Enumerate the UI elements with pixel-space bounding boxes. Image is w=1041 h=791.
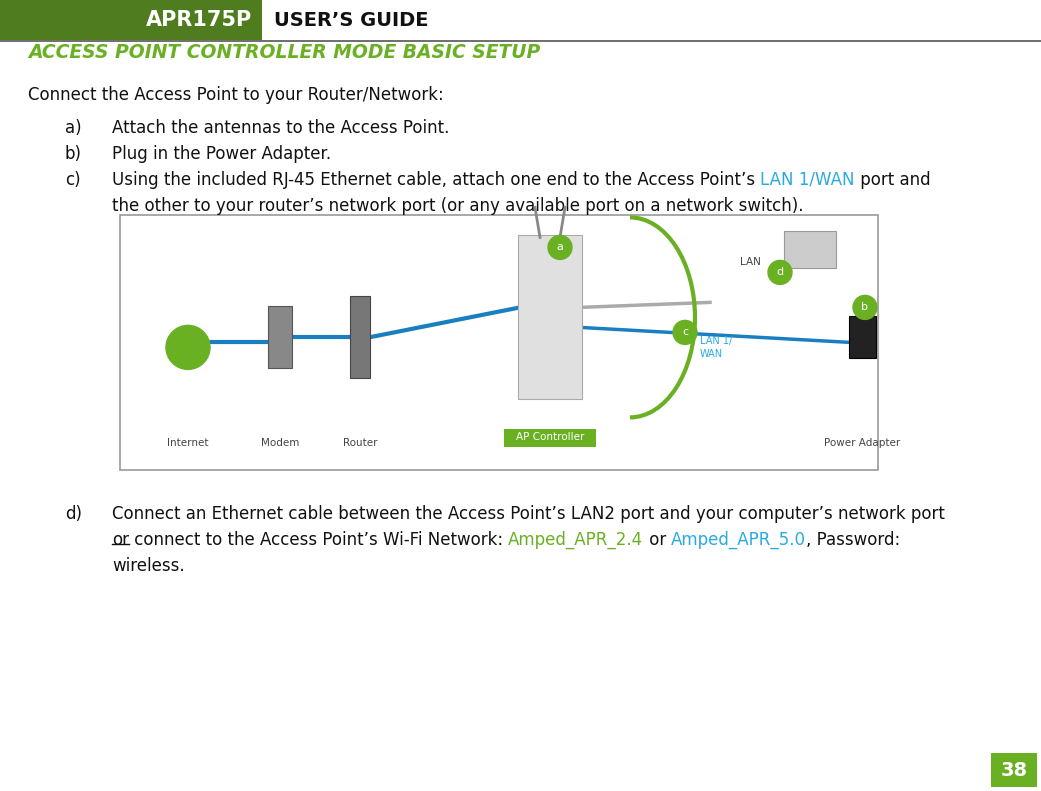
Circle shape [672, 320, 697, 344]
Circle shape [853, 295, 877, 320]
Text: Amped_APR_5.0: Amped_APR_5.0 [671, 531, 806, 549]
Text: APR175P: APR175P [146, 10, 252, 30]
Text: a: a [557, 242, 563, 252]
Text: 38: 38 [1000, 760, 1027, 779]
Text: , Password:: , Password: [806, 531, 900, 549]
FancyBboxPatch shape [262, 0, 1041, 40]
Text: Internet: Internet [168, 438, 209, 448]
Text: wireless.: wireless. [112, 557, 184, 575]
Text: LAN 1/
WAN: LAN 1/ WAN [700, 336, 732, 359]
Text: Power Adapter: Power Adapter [823, 438, 900, 448]
Text: the other to your router’s network port (or any available port on a network swit: the other to your router’s network port … [112, 197, 804, 215]
FancyBboxPatch shape [784, 232, 836, 268]
Text: Using the included RJ-45 Ethernet cable, attach one end to the Access Point’s: Using the included RJ-45 Ethernet cable,… [112, 171, 760, 189]
Circle shape [768, 260, 792, 285]
Text: Plug in the Power Adapter.: Plug in the Power Adapter. [112, 145, 331, 163]
FancyBboxPatch shape [504, 429, 596, 447]
Text: USER’S GUIDE: USER’S GUIDE [274, 10, 429, 29]
Text: Amped_APR_2.4: Amped_APR_2.4 [508, 531, 643, 549]
Text: c: c [682, 327, 688, 338]
Text: or: or [112, 531, 129, 549]
Text: b: b [862, 302, 868, 312]
Text: d: d [777, 267, 784, 278]
Text: Router: Router [342, 438, 377, 448]
Text: Connect the Access Point to your Router/Network:: Connect the Access Point to your Router/… [28, 86, 443, 104]
FancyBboxPatch shape [120, 215, 878, 470]
Text: Modem: Modem [261, 438, 299, 448]
Text: b): b) [65, 145, 82, 163]
Text: d): d) [65, 505, 82, 523]
Text: ACCESS POINT CONTROLLER MODE BASIC SETUP: ACCESS POINT CONTROLLER MODE BASIC SETUP [28, 43, 540, 62]
Text: a): a) [65, 119, 81, 137]
Text: port and: port and [855, 171, 931, 189]
FancyBboxPatch shape [849, 316, 875, 358]
FancyBboxPatch shape [350, 297, 370, 378]
Text: Attach the antennas to the Access Point.: Attach the antennas to the Access Point. [112, 119, 450, 137]
FancyBboxPatch shape [268, 306, 291, 369]
FancyBboxPatch shape [518, 236, 582, 399]
Text: LAN 1/WAN: LAN 1/WAN [760, 171, 855, 189]
Text: AP Controller: AP Controller [515, 432, 584, 442]
Text: connect to the Access Point’s Wi-Fi Network:: connect to the Access Point’s Wi-Fi Netw… [129, 531, 508, 549]
Text: Connect an Ethernet cable between the Access Point’s LAN2 port and your computer: Connect an Ethernet cable between the Ac… [112, 505, 945, 523]
FancyBboxPatch shape [0, 0, 262, 40]
Text: c): c) [65, 171, 80, 189]
Text: or: or [643, 531, 671, 549]
Text: LAN: LAN [740, 257, 761, 267]
FancyBboxPatch shape [991, 753, 1037, 787]
Circle shape [166, 325, 210, 369]
Circle shape [548, 236, 572, 259]
